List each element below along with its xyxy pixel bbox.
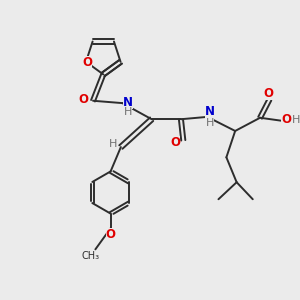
Text: O: O <box>281 113 292 126</box>
Text: O: O <box>82 56 92 69</box>
Text: N: N <box>205 105 215 118</box>
Text: O: O <box>106 228 116 241</box>
Text: H: H <box>292 115 300 124</box>
Text: O: O <box>263 87 273 100</box>
Text: CH₃: CH₃ <box>81 251 99 261</box>
Text: H: H <box>123 107 132 118</box>
Text: O: O <box>170 136 180 149</box>
Text: O: O <box>79 93 88 106</box>
Text: H: H <box>109 139 117 148</box>
Text: H: H <box>206 118 214 128</box>
Text: N: N <box>123 96 133 109</box>
